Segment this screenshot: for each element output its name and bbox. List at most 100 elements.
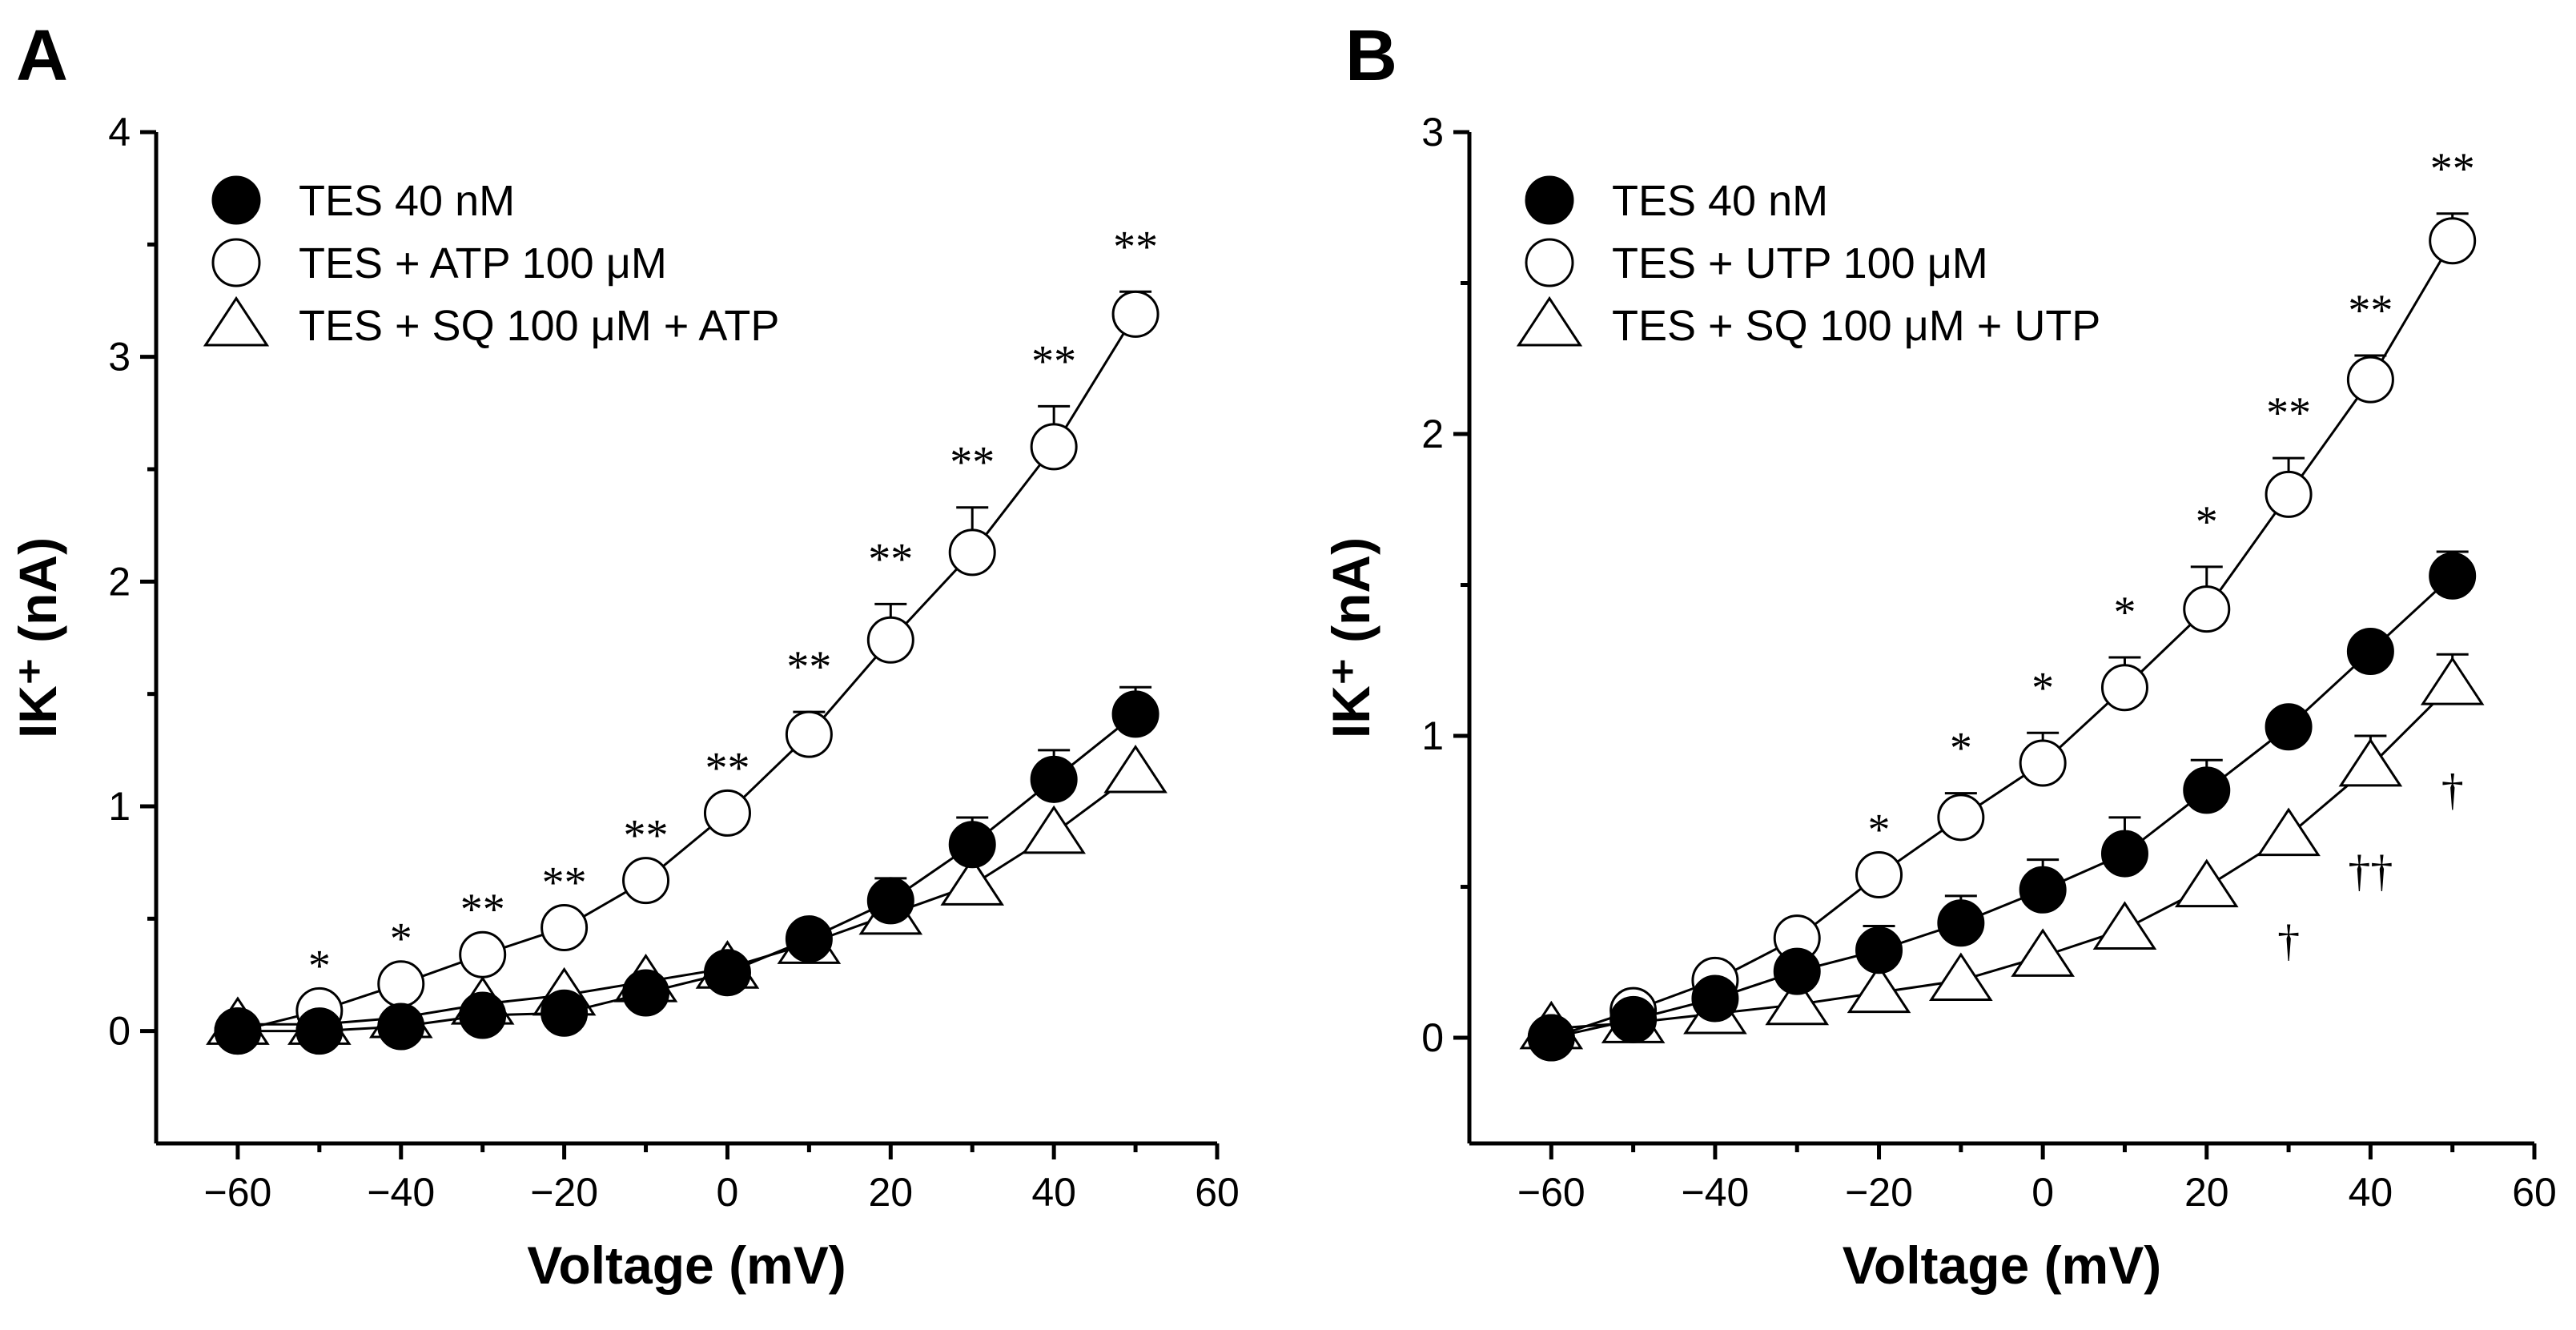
significance-label: * — [2031, 663, 2054, 713]
legend: TES 40 nM TES + ATP 100 μM TES + SQ 100 μM… — [203, 175, 779, 350]
significance-label: ** — [950, 438, 995, 488]
data-point — [703, 789, 751, 837]
data-point — [1609, 995, 1658, 1043]
x-tick-label: 60 — [1195, 1170, 1240, 1215]
data-point — [1030, 423, 1078, 471]
x-tick-label: 20 — [868, 1170, 913, 1215]
panel-label: B — [1345, 16, 1397, 96]
y-tick-label: 3 — [108, 335, 131, 380]
significance-label: * — [2196, 497, 2218, 547]
x-tick-label: 40 — [2349, 1170, 2393, 1215]
data-point — [1030, 755, 1078, 803]
significance-label: * — [1950, 724, 1972, 773]
data-point — [1937, 899, 1985, 947]
legend-marker — [1516, 295, 1583, 347]
data-point — [948, 528, 996, 577]
data-point — [2019, 739, 2067, 787]
data-point — [1111, 290, 1159, 338]
x-tick-label: 40 — [1031, 1170, 1076, 1215]
data-point — [622, 857, 670, 905]
legend: TES 40 nM TES + UTP 100 μM TES + SQ 100 μM… — [1516, 175, 2100, 350]
panel-label: A — [16, 16, 68, 96]
data-point — [2265, 470, 2313, 518]
data-point — [2019, 866, 2067, 914]
data-point — [1773, 947, 1821, 995]
data-point — [866, 877, 914, 925]
data-point — [948, 821, 996, 869]
significance-label: ** — [542, 858, 587, 908]
data-point — [1855, 850, 1903, 898]
significance-label: ** — [1113, 222, 1158, 271]
data-point — [377, 1003, 425, 1051]
data-point — [541, 904, 589, 952]
x-axis-title: Voltage (mV) — [1843, 1236, 2161, 1295]
series-0 — [1527, 550, 2477, 1062]
data-point — [2429, 217, 2477, 265]
data-point — [1847, 964, 1911, 1014]
significance-label: ** — [705, 743, 749, 793]
data-point — [1929, 952, 1993, 1002]
x-tick-label: −40 — [1682, 1170, 1750, 1215]
legend-label: TES 40 nM — [1612, 177, 1828, 225]
data-point — [940, 857, 1005, 906]
data-point — [295, 1007, 344, 1055]
data-point — [1022, 805, 1086, 854]
significance-label: * — [308, 941, 331, 990]
y-tick-label: 3 — [1421, 110, 1444, 155]
significance-label: ** — [868, 534, 913, 584]
x-tick-label: −60 — [204, 1170, 272, 1215]
significance-label: † — [2441, 765, 2464, 815]
data-point — [2338, 737, 2403, 787]
y-tick-label: 1 — [108, 784, 131, 829]
data-point — [2429, 552, 2477, 600]
y-axis-title: IK⁺ (nA) — [8, 537, 67, 738]
data-point — [2100, 664, 2148, 712]
data-point — [1937, 794, 1985, 842]
significance-label: ** — [460, 885, 505, 934]
y-tick-label: 1 — [1421, 713, 1444, 758]
x-tick-label: 0 — [717, 1170, 739, 1215]
significance-label: †† — [2348, 847, 2393, 897]
significance-label: † — [2277, 916, 2300, 966]
x-tick-label: −20 — [1845, 1170, 1913, 1215]
data-point — [2420, 657, 2485, 705]
data-point — [1691, 974, 1739, 1023]
data-point — [2183, 766, 2231, 814]
series-0 — [214, 685, 1159, 1055]
y-tick-label: 2 — [1421, 412, 1444, 456]
legend-label: TES + UTP 100 μM — [1612, 239, 1988, 287]
legend-marker — [1525, 175, 1574, 225]
data-point — [214, 1007, 262, 1055]
legend-label: TES + SQ 100 μM + UTP — [1612, 302, 2100, 350]
x-tick-label: −40 — [367, 1170, 435, 1215]
data-point — [1527, 1014, 1575, 1062]
legend-marker — [203, 295, 270, 347]
x-tick-label: 20 — [2184, 1170, 2229, 1215]
y-tick-label: 0 — [1421, 1015, 1444, 1060]
legend-label: TES 40 nM — [299, 177, 515, 225]
series-line — [1550, 239, 2453, 1039]
legend-label: TES + ATP 100 μM — [299, 239, 667, 287]
legend-marker — [211, 175, 261, 225]
data-point — [866, 616, 914, 664]
series-line — [237, 713, 1137, 1033]
panel-a: A 0 1 2 3 4 −60 −40 −20 0 20 40 60 Voltage (mV) IK⁺ (n… — [8, 16, 1240, 1295]
data-point — [1111, 690, 1159, 738]
data-point — [2346, 356, 2394, 404]
significance-label: ** — [2348, 286, 2393, 336]
x-tick-label: −60 — [1517, 1170, 1585, 1215]
series-line — [1551, 683, 2453, 1031]
panel-b: B 0 1 2 3 −60 −40 −20 0 20 40 60 Voltage (mV) IK⁺ (nA… — [1321, 16, 2557, 1295]
data-point — [459, 930, 507, 978]
data-point — [2100, 830, 2148, 878]
y-axis-title: IK⁺ (nA) — [1321, 537, 1380, 738]
series-line — [237, 313, 1137, 1033]
data-point — [1103, 744, 1167, 794]
data-point — [2092, 901, 2157, 950]
significance-label: ** — [624, 811, 669, 861]
series-line — [237, 771, 1136, 1026]
x-axis-title: Voltage (mV) — [527, 1236, 846, 1295]
data-point — [2265, 703, 2313, 751]
significance-label: ** — [2266, 388, 2311, 438]
